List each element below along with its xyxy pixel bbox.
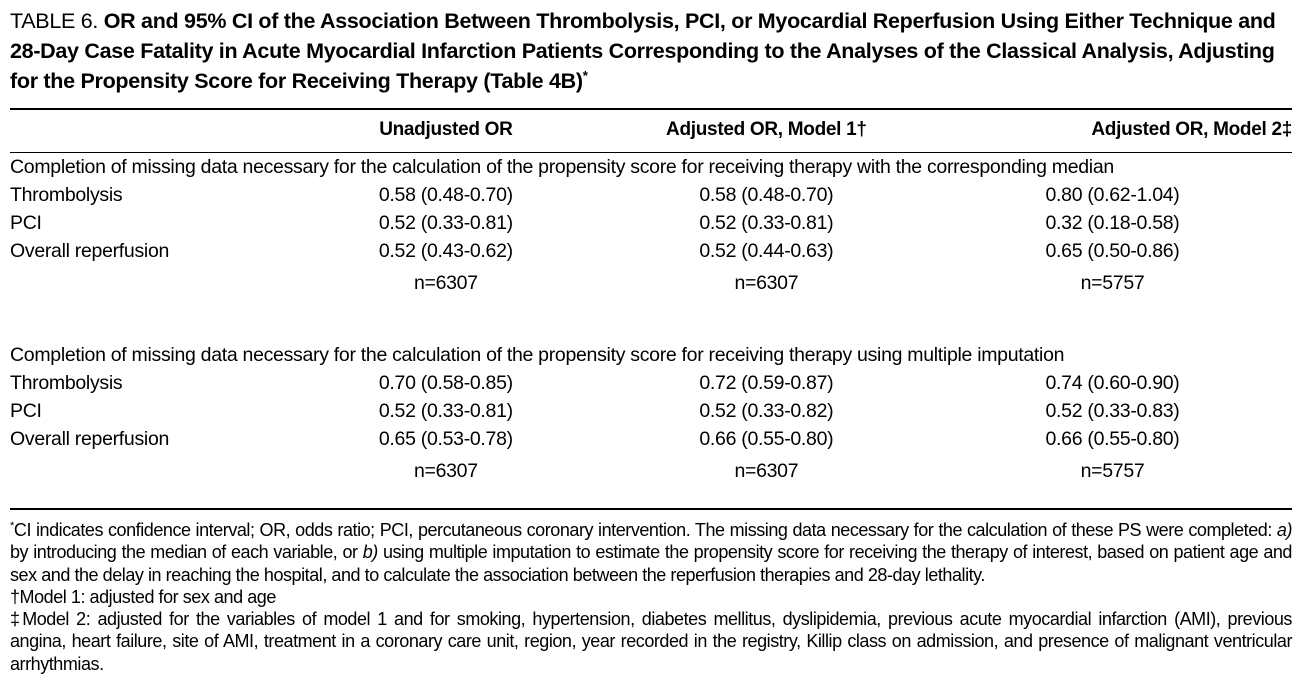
or-value-cell: 0.52 (0.33-0.82) xyxy=(699,399,834,422)
section-header-median: Completion of missing data necessary for… xyxy=(10,155,1114,178)
footnote-item-a: a) xyxy=(1276,520,1293,540)
or-value-cell: 0.74 (0.60-0.90) xyxy=(1045,371,1180,394)
or-value-cell: 0.32 (0.18-0.58) xyxy=(1045,211,1180,234)
results-table: Unadjusted OR Adjusted OR, Model 1† Adju… xyxy=(10,108,1292,487)
or-value-cell: 0.66 (0.55-0.80) xyxy=(1045,427,1180,450)
row-label-pci: PCI xyxy=(10,211,42,234)
row-label-overall-reperfusion: Overall reperfusion xyxy=(10,427,170,450)
or-value-cell: 0.70 (0.58-0.85) xyxy=(378,371,513,394)
footnote-text: CI indicates confidence interval; OR, od… xyxy=(13,520,1277,540)
sample-size-row: n=6307 n=6307 n=5757 xyxy=(10,265,1292,299)
or-value-cell: 0.65 (0.53-0.78) xyxy=(378,427,513,450)
or-value-cell: 0.66 (0.55-0.80) xyxy=(699,427,834,450)
section-header-row: Completion of missing data necessary for… xyxy=(10,153,1292,182)
table-title: TABLE 6. OR and 95% CI of the Associatio… xyxy=(10,6,1291,96)
table-row: Thrombolysis 0.58 (0.48-0.70) 0.58 (0.48… xyxy=(10,181,1292,209)
footnote-model1: †Model 1: adjusted for sex and age xyxy=(10,586,276,607)
section-header-row: Completion of missing data necessary for… xyxy=(10,341,1292,369)
sample-size-cell: n=6307 xyxy=(734,272,799,294)
or-value-cell: 0.72 (0.59-0.87) xyxy=(699,371,834,394)
asterisk-marker: * xyxy=(10,520,14,532)
or-value-cell: 0.80 (0.62-1.04) xyxy=(1045,183,1180,206)
table-row: PCI 0.52 (0.33-0.81) 0.52 (0.33-0.82) 0.… xyxy=(10,397,1292,425)
sample-size-row: n=6307 n=6307 n=5757 xyxy=(10,453,1292,487)
table-row: Overall reperfusion 0.65 (0.53-0.78) 0.6… xyxy=(10,425,1292,453)
or-value-cell: 0.52 (0.33-0.81) xyxy=(699,211,834,234)
column-header-adjusted-or-model2: Adjusted OR, Model 2‡ xyxy=(933,108,1292,153)
sample-size-cell: n=6307 xyxy=(413,460,478,482)
section-spacer xyxy=(10,299,1292,341)
or-value-cell: 0.52 (0.44-0.63) xyxy=(699,239,834,262)
column-header-empty xyxy=(10,108,293,153)
table-footnotes: *CI indicates confidence interval; OR, o… xyxy=(10,508,1292,674)
row-label-thrombolysis: Thrombolysis xyxy=(10,183,123,206)
row-label-thrombolysis: Thrombolysis xyxy=(10,371,123,394)
table-caption-text: OR and 95% CI of the Association Between… xyxy=(10,9,1276,93)
empty-cell xyxy=(10,265,292,299)
footnote-item-b: b) xyxy=(362,542,379,563)
table-row: PCI 0.52 (0.33-0.81) 0.52 (0.33-0.81) 0.… xyxy=(10,209,1292,237)
title-asterisk-marker: * xyxy=(582,67,588,83)
row-label-overall-reperfusion: Overall reperfusion xyxy=(10,239,170,262)
or-value-cell: 0.52 (0.43-0.62) xyxy=(378,239,513,262)
row-label-pci: PCI xyxy=(10,399,42,422)
sample-size-cell: n=5757 xyxy=(1080,272,1145,294)
or-value-cell: 0.52 (0.33-0.83) xyxy=(1045,399,1180,422)
section-header-multiple-imputation: Completion of missing data necessary for… xyxy=(10,343,1065,366)
column-header-row: Unadjusted OR Adjusted OR, Model 1† Adju… xyxy=(10,108,1292,153)
footnote-text: using multiple imputation to estimate th… xyxy=(10,542,1292,585)
sample-size-cell: n=6307 xyxy=(413,272,478,294)
column-header-adjusted-or-model1: Adjusted OR, Model 1† xyxy=(599,108,934,153)
column-header-unadjusted-or: Unadjusted OR xyxy=(292,108,600,153)
or-value-cell: 0.58 (0.48-0.70) xyxy=(699,183,834,206)
empty-cell xyxy=(10,453,292,487)
or-value-cell: 0.52 (0.33-0.81) xyxy=(378,399,513,422)
footnote-text: by introducing the median of each variab… xyxy=(10,542,363,563)
footnote-general: *CI indicates confidence interval; OR, o… xyxy=(10,519,1292,586)
or-value-cell: 0.65 (0.50-0.86) xyxy=(1045,239,1180,262)
table-number-label: TABLE 6. xyxy=(10,9,99,33)
table-row: Thrombolysis 0.70 (0.58-0.85) 0.72 (0.59… xyxy=(10,369,1292,397)
sample-size-cell: n=5757 xyxy=(1080,460,1145,482)
footnote-model2: ‡Model 2: adjusted for the variables of … xyxy=(10,609,1292,674)
sample-size-cell: n=6307 xyxy=(734,460,799,482)
or-value-cell: 0.58 (0.48-0.70) xyxy=(378,183,513,206)
table-row: Overall reperfusion 0.52 (0.43-0.62) 0.5… xyxy=(10,237,1292,265)
or-value-cell: 0.52 (0.33-0.81) xyxy=(378,211,513,234)
